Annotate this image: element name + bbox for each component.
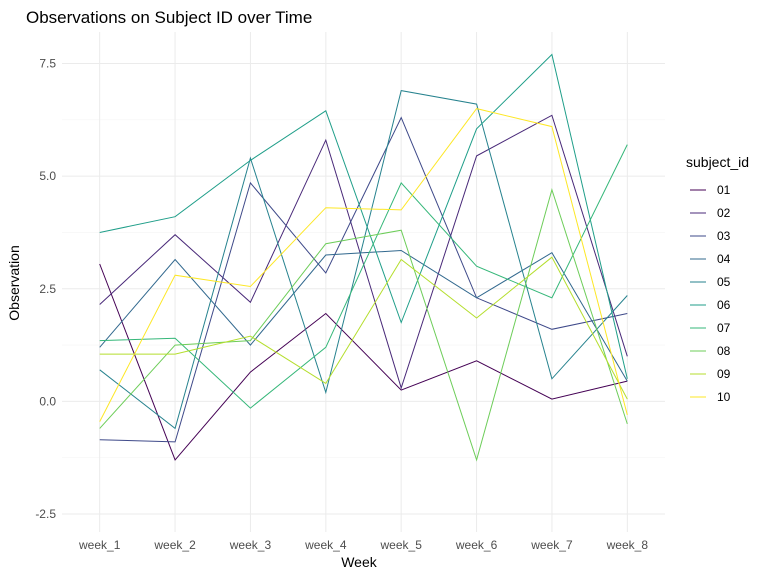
y-tick-label: 2.5 bbox=[39, 282, 56, 296]
series-line-10 bbox=[99, 108, 628, 422]
legend-label: 03 bbox=[717, 229, 731, 243]
series-line-08 bbox=[99, 187, 628, 462]
x-axis-ticks: week_1 week_2 week_3 week_4 week_5 week_6 week… bbox=[78, 538, 648, 552]
legend-item-08: 08 bbox=[690, 344, 731, 358]
y-tick-label: -2.5 bbox=[35, 507, 56, 521]
legend-item-05: 05 bbox=[690, 275, 731, 289]
series-line-05 bbox=[99, 90, 628, 430]
legend-item-04: 04 bbox=[690, 252, 731, 266]
x-tick-label: week_6 bbox=[455, 538, 498, 552]
x-tick-label: week_5 bbox=[380, 538, 423, 552]
x-tick-label: week_4 bbox=[304, 538, 347, 552]
series-line-07 bbox=[99, 144, 628, 409]
series-lines bbox=[99, 53, 628, 462]
legend-label: 04 bbox=[717, 252, 731, 266]
legend-label: 10 bbox=[717, 390, 731, 404]
series-line-06 bbox=[99, 53, 628, 379]
x-tick-label: week_1 bbox=[78, 538, 121, 552]
x-axis-title: Week bbox=[341, 554, 378, 570]
legend-label: 08 bbox=[717, 344, 731, 358]
grid bbox=[62, 32, 665, 532]
legend-label: 02 bbox=[717, 206, 731, 220]
y-axis-title: Observation bbox=[6, 245, 22, 320]
y-tick-label: 5.0 bbox=[39, 169, 56, 183]
legend-title: subject_id bbox=[686, 154, 749, 170]
legend-item-06: 06 bbox=[690, 298, 731, 312]
legend-item-01: 01 bbox=[690, 183, 731, 197]
legend-item-02: 02 bbox=[690, 206, 731, 220]
legend-item-10: 10 bbox=[690, 390, 731, 404]
legend-items: 01 02 03 04 05 06 07 08 09 10 bbox=[690, 183, 731, 404]
legend-label: 07 bbox=[717, 321, 731, 335]
legend-label: 01 bbox=[717, 183, 731, 197]
series-line-09 bbox=[99, 256, 628, 400]
series-line-02 bbox=[99, 114, 628, 390]
x-tick-label: week_7 bbox=[530, 538, 573, 552]
x-tick-label: week_3 bbox=[229, 538, 272, 552]
series-line-03 bbox=[99, 116, 628, 443]
legend-item-09: 09 bbox=[690, 367, 731, 381]
y-axis-ticks: -2.5 0.0 2.5 5.0 7.5 bbox=[35, 57, 56, 521]
chart-title: Observations on Subject ID over Time bbox=[26, 8, 312, 27]
legend: subject_id 01 02 03 04 05 06 07 08 09 10 bbox=[686, 154, 749, 404]
series-line-01 bbox=[99, 263, 628, 461]
legend-label: 05 bbox=[717, 275, 731, 289]
y-tick-label: 7.5 bbox=[39, 57, 56, 71]
legend-item-03: 03 bbox=[690, 229, 731, 243]
legend-label: 09 bbox=[717, 367, 731, 381]
legend-label: 06 bbox=[717, 298, 731, 312]
series-line-04 bbox=[99, 249, 628, 382]
x-tick-label: week_8 bbox=[606, 538, 649, 552]
legend-item-07: 07 bbox=[690, 321, 731, 335]
x-tick-label: week_2 bbox=[153, 538, 196, 552]
y-tick-label: 0.0 bbox=[39, 394, 56, 408]
